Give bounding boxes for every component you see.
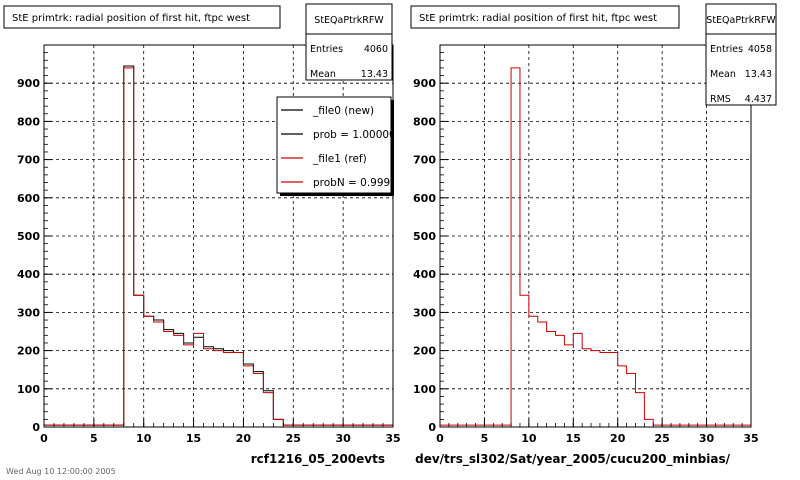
x-tick-label: 0: [436, 432, 444, 445]
legend-label: _file1 (ref): [312, 153, 367, 165]
y-tick-label: 0: [428, 421, 436, 434]
legend-box: [276, 96, 392, 194]
y-tick-label: 400: [413, 268, 436, 281]
y-tick-label: 600: [413, 192, 436, 205]
stats-label: Mean: [710, 69, 736, 80]
chart-title: StE primtrk: radial position of first hi…: [419, 13, 657, 24]
histogram-series-1: [43, 67, 394, 427]
y-tick-label: 100: [413, 383, 436, 396]
y-tick-label: 200: [413, 345, 436, 358]
legend-label: _file0 (new): [312, 105, 374, 117]
stats-value: 13.43: [745, 69, 772, 80]
chart-title: StE primtrk: radial position of first hi…: [12, 13, 250, 24]
x-tick-label: 10: [136, 432, 152, 445]
histogram-panel-left: 0 5 10 15 20 25 30 35 0 100 200 300 400 500 600 700 800 9…: [3, 3, 404, 467]
stats-value: 4060: [364, 44, 388, 55]
x-axis-label: dev/trs_sl302/Sat/year_2005/cucu200_minb…: [415, 452, 731, 467]
stats-label: Mean: [310, 69, 336, 80]
y-tick-label: 400: [17, 268, 40, 281]
y-tick-label: 700: [17, 154, 40, 167]
x-tick-label: 20: [610, 432, 626, 445]
stats-value: 4.437: [745, 94, 772, 105]
y-tick-label: 800: [413, 115, 436, 128]
x-tick-label: 35: [385, 432, 400, 445]
x-tick-label: 20: [236, 432, 252, 445]
y-tick-label: 0: [32, 421, 40, 434]
y-tick-label: 300: [17, 306, 40, 319]
stats-box: [305, 3, 393, 81]
title-box: [3, 5, 281, 29]
stats-label: Entries: [310, 44, 343, 55]
x-tick-label: 15: [186, 432, 201, 445]
legend-label: prob = 1.000000: [313, 129, 402, 141]
stats-label: Entries: [710, 44, 743, 55]
y-tick-label: 900: [413, 77, 436, 90]
x-tick-label: 5: [481, 432, 489, 445]
histogram-panel-right: 0 5 10 15 20 25 30 35 0 100 200 300 400 500 600 700 800 9…: [410, 3, 777, 467]
x-tick-label: 0: [40, 432, 48, 445]
x-tick-label: 30: [699, 432, 715, 445]
y-tick-label: 100: [17, 383, 40, 396]
x-tick-label: 25: [286, 432, 301, 445]
stats-value: 13.43: [361, 69, 388, 80]
x-axis-label: rcf1216_05_200evts: [251, 452, 385, 467]
histogram-series-0: [439, 67, 752, 427]
title-box: [410, 5, 680, 29]
y-tick-label: 900: [17, 77, 40, 90]
y-tick-label: 500: [413, 230, 436, 243]
y-tick-label: 500: [17, 230, 40, 243]
x-tick-label: 5: [90, 432, 98, 445]
footer-text: Wed Aug 10 12:00:00 2005: [6, 467, 116, 476]
y-tick-label: 200: [17, 345, 40, 358]
stats-box: [705, 3, 777, 106]
y-tick-label: 700: [413, 154, 436, 167]
x-tick-label: 35: [743, 432, 758, 445]
legend-entries: _file0 (new) prob = 1.000000 _file1 (ref) p…: [281, 105, 404, 189]
x-tick-label: 25: [654, 432, 669, 445]
y-tick-label: 300: [413, 306, 436, 319]
legend-label: probN = 0.99984: [313, 177, 404, 189]
y-tick-label: 600: [17, 192, 40, 205]
stats-title: StEQaPtrkRFW: [314, 15, 384, 26]
y-tick-label: 800: [17, 115, 40, 128]
stats-label: RMS: [710, 94, 731, 105]
x-tick-label: 30: [335, 432, 351, 445]
x-tick-label: 10: [521, 432, 537, 445]
stats-title: StEQaPtrkRFW: [706, 15, 776, 26]
stats-value: 4058: [748, 44, 772, 55]
x-tick-label: 15: [566, 432, 581, 445]
